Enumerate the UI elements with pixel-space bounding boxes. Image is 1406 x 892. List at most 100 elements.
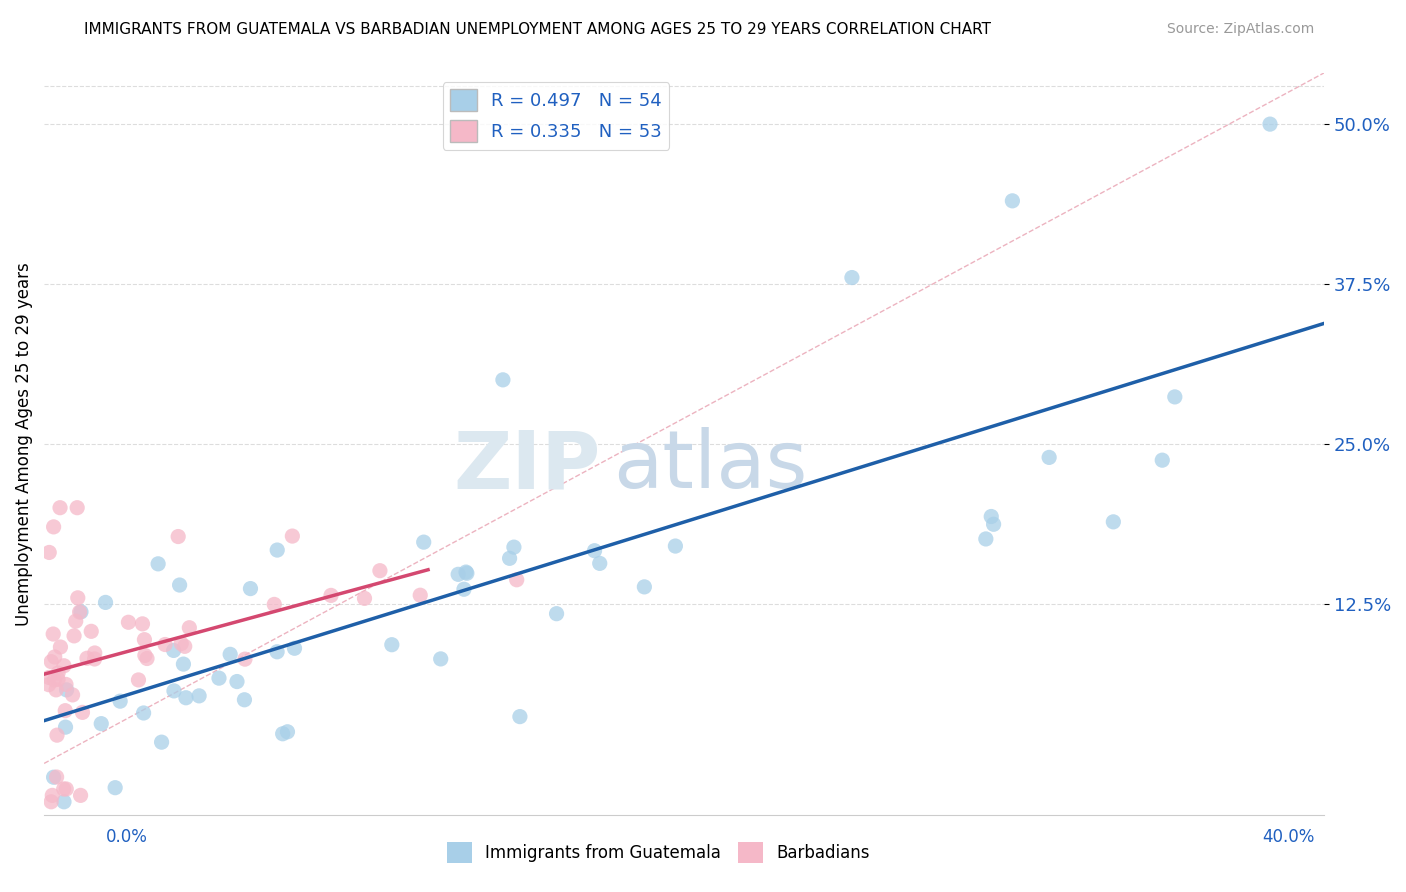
- Point: [409, 588, 432, 602]
- Point: [506, 573, 529, 587]
- Point: [44, 649, 66, 664]
- Point: [353, 591, 375, 606]
- Point: [42, 627, 65, 641]
- Point: [66, 591, 89, 605]
- Point: [38, 678, 60, 692]
- Point: [76, 651, 98, 665]
- Point: [271, 727, 294, 741]
- Point: [381, 638, 404, 652]
- Point: [179, 621, 201, 635]
- Point: [447, 567, 470, 582]
- Point: [83, 646, 105, 660]
- Point: [63, 629, 86, 643]
- Point: [83, 652, 105, 666]
- Point: [503, 540, 526, 554]
- Point: [169, 578, 191, 592]
- Point: [266, 543, 288, 558]
- Point: [163, 684, 186, 698]
- Point: [69, 605, 91, 619]
- Point: [412, 535, 434, 549]
- Point: [276, 724, 298, 739]
- Point: [226, 674, 249, 689]
- Point: [132, 706, 155, 720]
- Point: [134, 648, 156, 663]
- Text: atlas: atlas: [613, 427, 808, 505]
- Point: [38, 670, 60, 684]
- Point: [53, 658, 76, 673]
- Point: [136, 651, 159, 665]
- Text: IMMIGRANTS FROM GUATEMALA VS BARBADIAN UNEMPLOYMENT AMONG AGES 25 TO 29 YEARS CO: IMMIGRANTS FROM GUATEMALA VS BARBADIAN U…: [84, 22, 991, 37]
- Point: [456, 566, 478, 581]
- Point: [233, 652, 256, 666]
- Point: [70, 605, 93, 619]
- Point: [208, 671, 231, 685]
- Point: [49, 500, 72, 515]
- Y-axis label: Unemployment Among Ages 25 to 29 years: Unemployment Among Ages 25 to 29 years: [15, 262, 32, 625]
- Point: [90, 716, 112, 731]
- Point: [46, 665, 69, 680]
- Point: [633, 580, 655, 594]
- Point: [266, 645, 288, 659]
- Point: [53, 795, 76, 809]
- Point: [170, 636, 193, 650]
- Point: [104, 780, 127, 795]
- Point: [1038, 450, 1060, 465]
- Point: [454, 565, 477, 579]
- Point: [65, 614, 87, 628]
- Point: [281, 529, 304, 543]
- Point: [283, 641, 305, 656]
- Point: [39, 655, 62, 669]
- Point: [172, 657, 194, 672]
- Point: [55, 782, 77, 797]
- Point: [153, 638, 176, 652]
- Point: [546, 607, 568, 621]
- Point: [108, 694, 131, 708]
- Point: [94, 595, 117, 609]
- Point: [453, 582, 475, 597]
- Point: [429, 652, 451, 666]
- Text: 0.0%: 0.0%: [105, 828, 148, 846]
- Point: [368, 564, 391, 578]
- Point: [583, 543, 606, 558]
- Point: [46, 728, 69, 742]
- Point: [498, 551, 520, 566]
- Point: [841, 270, 863, 285]
- Point: [41, 789, 63, 803]
- Point: [45, 770, 67, 784]
- Point: [62, 688, 84, 702]
- Point: [55, 677, 77, 691]
- Point: [589, 557, 612, 571]
- Point: [38, 545, 60, 559]
- Point: [55, 682, 77, 697]
- Point: [174, 690, 197, 705]
- Point: [53, 704, 76, 718]
- Point: [163, 643, 186, 657]
- Point: [239, 582, 262, 596]
- Point: [42, 520, 65, 534]
- Point: [664, 539, 686, 553]
- Point: [492, 373, 515, 387]
- Point: [46, 673, 69, 687]
- Point: [127, 673, 149, 687]
- Point: [980, 509, 1002, 524]
- Point: [42, 770, 65, 784]
- Point: [49, 640, 72, 654]
- Point: [69, 789, 91, 803]
- Point: [1001, 194, 1024, 208]
- Point: [233, 693, 256, 707]
- Point: [39, 795, 62, 809]
- Point: [983, 517, 1005, 532]
- Point: [146, 557, 169, 571]
- Point: [66, 500, 89, 515]
- Point: [1258, 117, 1281, 131]
- Point: [1164, 390, 1187, 404]
- Point: [1152, 453, 1174, 467]
- Point: [173, 640, 195, 654]
- Text: Source: ZipAtlas.com: Source: ZipAtlas.com: [1167, 22, 1315, 37]
- Point: [188, 689, 211, 703]
- Point: [44, 673, 66, 687]
- Point: [117, 615, 139, 630]
- Point: [319, 588, 342, 602]
- Point: [509, 709, 531, 723]
- Point: [80, 624, 103, 639]
